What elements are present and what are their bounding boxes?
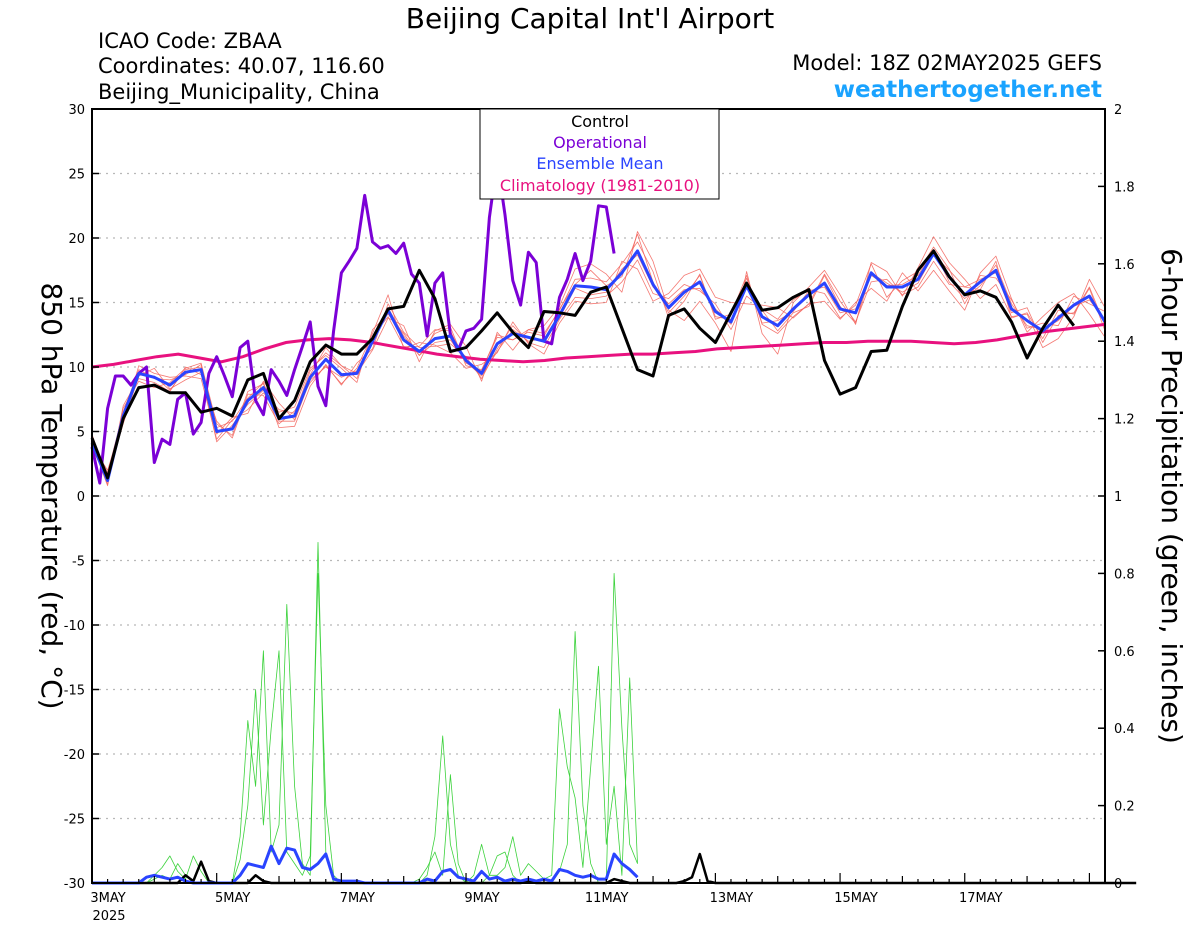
y2-tick-label: 1.4	[1114, 335, 1135, 350]
legend-control: Control	[571, 112, 629, 131]
axes-layer: 302520151050-5-10-15-20-25-3021.81.61.41…	[64, 103, 1135, 924]
model-run: Model: 18Z 02MAY2025 GEFS	[792, 51, 1102, 75]
y2-tick-label: 0.6	[1114, 645, 1135, 660]
y-tick-label: 20	[68, 232, 85, 247]
y-tick-label: -5	[72, 555, 85, 570]
y-tick-label: -10	[64, 619, 85, 634]
y2-tick-label: 0.2	[1114, 800, 1135, 815]
icao-code: ICAO Code: ZBAA	[98, 29, 282, 53]
y2-tick-label: 0.4	[1114, 722, 1135, 737]
y2-tick-label: 1.6	[1114, 258, 1135, 273]
y2-tick-label: 0.8	[1114, 567, 1135, 582]
region: Beijing_Municipality, China	[98, 80, 380, 105]
chart-title: Beijing Capital Int'l Airport	[406, 2, 774, 35]
y2-tick-label: 1.2	[1114, 413, 1135, 428]
x-tick-sublabel: 2025	[92, 909, 125, 924]
legend-operational: Operational	[553, 133, 647, 152]
y-tick-label: 25	[68, 168, 85, 183]
y-tick-label: -20	[64, 748, 85, 763]
x-tick-label: 9MAY	[464, 891, 499, 906]
y2-axis-label: 6-hour Precipitation (green, inches)	[1155, 248, 1188, 744]
ensemble-mean-precip-line	[92, 844, 639, 885]
y-axis-label: 850 hPa Temperature (red, °C)	[35, 282, 68, 709]
temp-member-line	[91, 231, 1106, 474]
temp-member-line	[91, 233, 1106, 471]
y2-tick-label: 2	[1114, 103, 1122, 118]
site-link[interactable]: weathertogether.net	[834, 77, 1102, 103]
x-tick-label: 5MAY	[215, 891, 250, 906]
legend-ensemble-mean: Ensemble Mean	[536, 154, 663, 173]
grid-layer	[92, 172, 1105, 820]
x-tick-label: 13MAY	[710, 891, 754, 906]
y-tick-label: 0	[77, 490, 85, 505]
y2-tick-label: 1	[1114, 490, 1122, 505]
climatology-line	[91, 322, 1106, 369]
temp-member-line	[91, 241, 1106, 477]
precip-member-line	[92, 542, 638, 884]
y-tick-label: 5	[77, 426, 85, 441]
series-layer	[90, 159, 1137, 885]
x-tick-label: 11MAY	[585, 891, 629, 906]
legend-box	[479, 108, 720, 200]
operational-line	[90, 159, 616, 485]
x-tick-label: 17MAY	[959, 891, 1003, 906]
legend: Control Operational Ensemble Mean Climat…	[479, 108, 720, 200]
y-tick-label: 30	[68, 103, 85, 118]
x-tick-label: 7MAY	[340, 891, 375, 906]
y-tick-label: -30	[64, 877, 85, 892]
precip-member-line	[92, 573, 638, 884]
control-line	[90, 249, 1075, 480]
y-tick-label: -15	[64, 684, 85, 699]
coordinates: Coordinates: 40.07, 116.60	[98, 54, 385, 78]
x-tick-label: 15MAY	[834, 891, 878, 906]
x-tick-label: 3MAY	[90, 891, 125, 906]
y-tick-label: 10	[68, 361, 85, 376]
y-tick-label: -25	[64, 813, 85, 828]
y2-tick-label: 1.8	[1114, 180, 1135, 195]
legend-climatology: Climatology (1981-2010)	[500, 176, 700, 195]
y-tick-label: 15	[68, 297, 85, 312]
y2-tick-label: 0	[1114, 877, 1122, 892]
